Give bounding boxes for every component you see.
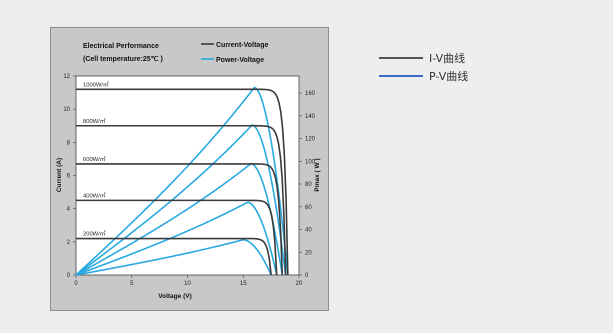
- plot-marks: 0 5 10 15 2002468101202040608010012014016010…: [63, 74, 315, 287]
- y-right-tick-label: 40: [305, 228, 312, 234]
- legend-iv-line: [379, 57, 423, 59]
- iv-curve: [76, 124, 287, 276]
- y-right-tick-label: 160: [305, 91, 316, 97]
- legend-pv-label: Power-Voltage: [216, 57, 264, 64]
- y-left-tick-label: 0: [67, 273, 71, 279]
- y-right-tick-label: 60: [305, 205, 312, 211]
- iv-curve: [76, 237, 272, 276]
- pv-curve: [75, 201, 278, 276]
- y-right-tick-label: 120: [305, 137, 316, 143]
- iv-curve: [76, 88, 289, 276]
- irradiance-label: 200W/㎡: [83, 230, 106, 238]
- y-axis-left-label: Current (A): [56, 158, 63, 192]
- irradiance-label: 600W/㎡: [83, 155, 106, 163]
- pv-curve: [75, 162, 284, 276]
- y-left-tick-label: 2: [67, 240, 71, 246]
- legend-pv-text: P-V曲线: [429, 70, 469, 83]
- x-tick-label: 0: [74, 281, 78, 287]
- chart-title-line2: (Cell temperature:25℃ ): [83, 55, 163, 63]
- y-left-tick-label: 8: [67, 140, 71, 146]
- y-left-tick-label: 4: [67, 207, 71, 213]
- irradiance-label: 1000W/㎡: [83, 80, 109, 88]
- chart-title-line1: Electrical Performance: [83, 43, 159, 50]
- y-right-tick-label: 0: [305, 273, 309, 279]
- y-right-tick-label: 140: [305, 114, 316, 120]
- pv-curve: [75, 238, 272, 276]
- x-axis-label: Voltage (V): [158, 293, 191, 300]
- chart-card: Electrical Performance (Cell temperature…: [50, 27, 329, 311]
- legend-iv: I-V曲线: [379, 50, 465, 66]
- x-tick-label: 20: [296, 281, 303, 287]
- y-axis-right-label: Pmax ( W ): [314, 158, 321, 191]
- y-left-tick-label: 10: [63, 107, 70, 113]
- y-right-tick-label: 80: [305, 182, 312, 188]
- y-left-tick-label: 6: [67, 174, 71, 180]
- legend-iv-label: Current-Voltage: [216, 42, 268, 49]
- x-tick-label: 10: [184, 281, 191, 287]
- y-right-tick-label: 20: [305, 250, 312, 256]
- y-left-tick-label: 12: [63, 74, 70, 80]
- legend-pv-line: [379, 75, 423, 77]
- irradiance-label: 800W/㎡: [83, 117, 106, 125]
- iv-curve: [76, 199, 278, 276]
- chart-svg: Electrical Performance (Cell temperature…: [56, 42, 321, 300]
- legend-iv-text: I-V曲线: [429, 52, 466, 65]
- irradiance-label: 400W/㎡: [83, 191, 106, 199]
- y-right-tick-label: 100: [305, 159, 316, 165]
- iv-curve: [76, 163, 284, 276]
- x-tick-label: 15: [240, 281, 247, 287]
- x-tick-label: 5: [130, 281, 134, 287]
- legend-pv: P-V曲线: [379, 68, 468, 84]
